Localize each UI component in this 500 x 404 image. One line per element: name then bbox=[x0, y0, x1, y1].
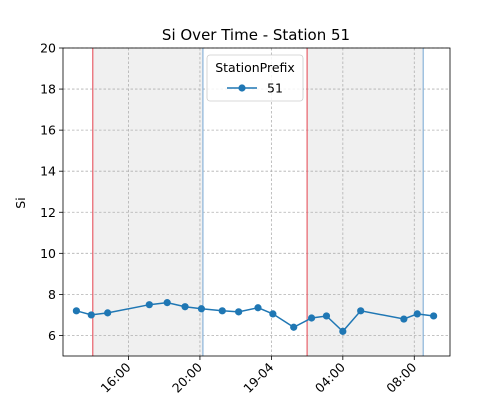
legend-title: StationPrefix bbox=[215, 60, 295, 75]
chart-title: Si Over Time - Station 51 bbox=[162, 26, 350, 44]
data-point bbox=[322, 312, 331, 320]
data-point bbox=[163, 299, 171, 307]
data-point bbox=[290, 323, 298, 331]
data-point bbox=[269, 310, 277, 318]
data-point bbox=[400, 315, 408, 323]
data-point bbox=[72, 307, 80, 315]
y-tick-label: 12 bbox=[40, 205, 56, 220]
y-axis-label: Si bbox=[13, 197, 28, 208]
plot-area: 6 8 10 12 14 16 18 20 16:00 20:00 19-04 04:00 08:00 S… bbox=[40, 41, 451, 396]
x-tick-label: 16:00 bbox=[98, 359, 134, 395]
x-tick-label: 19-04 bbox=[240, 359, 276, 395]
plot-frame bbox=[62, 47, 451, 357]
data-point bbox=[145, 301, 153, 309]
data-point bbox=[218, 307, 226, 315]
data-point bbox=[339, 327, 347, 335]
y-tick-label: 20 bbox=[40, 41, 56, 56]
legend-marker-swatch bbox=[238, 84, 246, 92]
data-point bbox=[235, 308, 243, 316]
data-point bbox=[254, 304, 262, 312]
data-point bbox=[87, 311, 95, 319]
shaded-region bbox=[307, 48, 424, 356]
data-point bbox=[357, 307, 365, 315]
x-tick-label: 20:00 bbox=[169, 359, 205, 395]
y-tick-label: 10 bbox=[40, 246, 56, 261]
y-tick-label: 14 bbox=[40, 164, 56, 179]
y-tick-label: 8 bbox=[48, 287, 56, 302]
legend-box bbox=[206, 54, 304, 102]
x-tick-label: 08:00 bbox=[383, 359, 419, 395]
data-point bbox=[197, 305, 206, 313]
y-tick-label: 16 bbox=[40, 123, 56, 138]
legend-entry: 51 bbox=[267, 81, 283, 96]
data-point bbox=[307, 314, 316, 322]
y-tick-label: 18 bbox=[40, 82, 56, 97]
data-point bbox=[413, 310, 421, 318]
x-tick-label: 04:00 bbox=[312, 359, 348, 395]
data-point bbox=[181, 303, 189, 311]
data-point bbox=[430, 312, 438, 320]
data-point bbox=[104, 309, 112, 317]
y-tick-label: 6 bbox=[48, 328, 56, 343]
